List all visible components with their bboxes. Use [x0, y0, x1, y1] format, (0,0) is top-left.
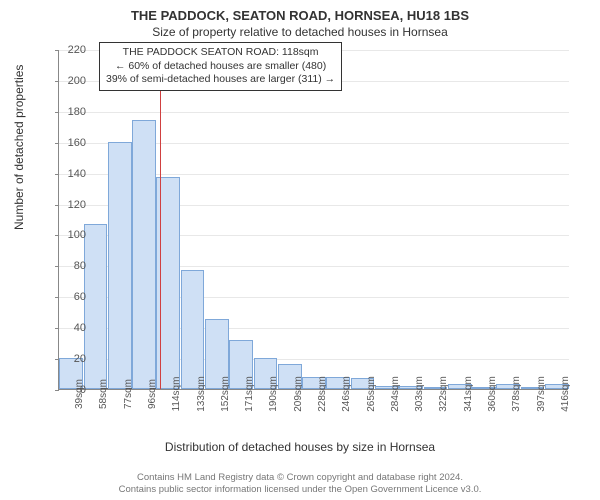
x-tick-label: 265sqm: [366, 376, 377, 412]
footer-line-1: Contains HM Land Registry data © Crown c…: [0, 472, 600, 484]
x-tick-label: 360sqm: [487, 376, 498, 412]
y-tick-mark: [55, 297, 59, 298]
chart-subtitle: Size of property relative to detached ho…: [0, 23, 600, 39]
y-tick-label: 20: [74, 353, 86, 365]
y-tick-mark: [55, 266, 59, 267]
y-tick-label: 180: [68, 106, 86, 118]
histogram-bar: [181, 270, 205, 389]
x-axis-label: Distribution of detached houses by size …: [0, 440, 600, 454]
y-tick-mark: [55, 390, 59, 391]
chart-title: THE PADDOCK, SEATON ROAD, HORNSEA, HU18 …: [0, 0, 600, 23]
x-tick-label: 341sqm: [463, 376, 474, 412]
reference-line: [160, 50, 161, 389]
x-tick-label: 303sqm: [414, 376, 425, 412]
annotation-line-3: 39% of semi-detached houses are larger (…: [106, 73, 335, 87]
footer-line-2: Contains public sector information licen…: [0, 484, 600, 496]
y-tick-label: 200: [68, 75, 86, 87]
y-tick-mark: [55, 205, 59, 206]
footer-attribution: Contains HM Land Registry data © Crown c…: [0, 472, 600, 496]
annotation-box: THE PADDOCK SEATON ROAD: 118sqm← 60% of …: [99, 42, 342, 91]
histogram-bar: [84, 224, 108, 389]
y-tick-label: 0: [80, 384, 86, 396]
y-tick-label: 60: [74, 291, 86, 303]
y-tick-mark: [55, 328, 59, 329]
y-tick-mark: [55, 235, 59, 236]
annotation-line-2: ← 60% of detached houses are smaller (48…: [106, 60, 335, 74]
x-tick-label: 322sqm: [438, 376, 449, 412]
y-tick-mark: [55, 81, 59, 82]
x-tick-label: 416sqm: [560, 376, 571, 412]
y-tick-mark: [55, 112, 59, 113]
x-tick-label: 284sqm: [390, 376, 401, 412]
y-tick-label: 140: [68, 168, 86, 180]
x-tick-label: 378sqm: [511, 376, 522, 412]
histogram-bar: [132, 120, 156, 389]
y-axis-label: Number of detached properties: [12, 65, 26, 230]
chart-area: 39sqm58sqm77sqm96sqm114sqm133sqm152sqm17…: [58, 50, 568, 410]
y-tick-mark: [55, 174, 59, 175]
y-tick-mark: [55, 143, 59, 144]
histogram-bar: [108, 142, 132, 389]
y-tick-label: 120: [68, 199, 86, 211]
y-tick-label: 160: [68, 137, 86, 149]
y-tick-label: 220: [68, 44, 86, 56]
y-tick-label: 40: [74, 322, 86, 334]
x-tick-label: 397sqm: [536, 376, 547, 412]
y-tick-label: 80: [74, 260, 86, 272]
grid-line: [59, 112, 569, 113]
y-tick-label: 100: [68, 229, 86, 241]
plot-region: 39sqm58sqm77sqm96sqm114sqm133sqm152sqm17…: [58, 50, 568, 390]
y-tick-mark: [55, 50, 59, 51]
annotation-line-1: THE PADDOCK SEATON ROAD: 118sqm: [106, 46, 335, 60]
